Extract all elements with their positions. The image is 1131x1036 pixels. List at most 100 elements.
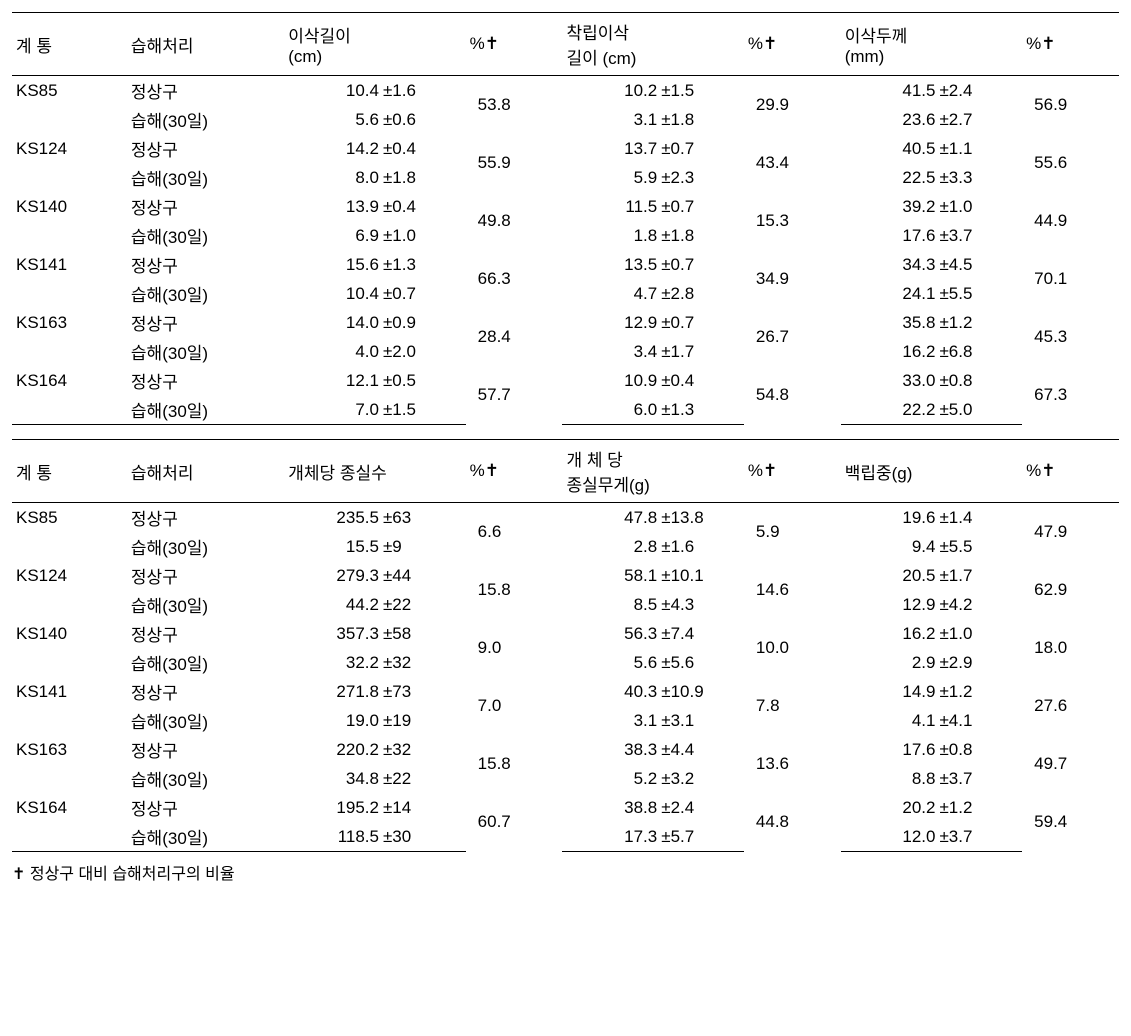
percent-cell: 7.0 xyxy=(466,677,563,735)
value-cell: 271.8 xyxy=(284,677,381,706)
error-cell: ±1.5 xyxy=(659,76,744,106)
percent-cell: 67.3 xyxy=(1022,366,1119,425)
value-cell: 40.3 xyxy=(562,677,659,706)
value-cell: 12.9 xyxy=(562,308,659,337)
treatment-cell: 정상구 xyxy=(127,793,284,822)
treatment-cell: 습해(30일) xyxy=(127,648,284,677)
error-cell: ±73 xyxy=(381,677,466,706)
value-cell: 10.4 xyxy=(284,76,381,106)
value-cell: 34.3 xyxy=(841,250,938,279)
error-cell: ±2.3 xyxy=(659,163,744,192)
col-header-strain: 계 통 xyxy=(12,440,127,503)
error-cell: ±1.0 xyxy=(937,192,1022,221)
col-header-p2: %✝ xyxy=(744,13,841,76)
percent-cell: 6.6 xyxy=(466,503,563,562)
percent-cell: 27.6 xyxy=(1022,677,1119,735)
treatment-cell: 정상구 xyxy=(127,250,284,279)
error-cell: ±0.9 xyxy=(381,308,466,337)
percent-cell: 57.7 xyxy=(466,366,563,425)
data-table-2: 계 통습해처리개체당 종실수%✝개 체 당 종실무게(g)%✝백립중(g)%✝K… xyxy=(12,439,1119,852)
error-cell: ±1.6 xyxy=(381,76,466,106)
error-cell: ±1.8 xyxy=(659,105,744,134)
value-cell: 4.0 xyxy=(284,337,381,366)
treatment-cell: 습해(30일) xyxy=(127,163,284,192)
error-cell: ±1.0 xyxy=(937,619,1022,648)
percent-cell: 62.9 xyxy=(1022,561,1119,619)
value-cell: 14.2 xyxy=(284,134,381,163)
value-cell: 12.1 xyxy=(284,366,381,395)
percent-cell: 54.8 xyxy=(744,366,841,425)
percent-cell: 29.9 xyxy=(744,76,841,135)
treatment-cell: 정상구 xyxy=(127,619,284,648)
value-cell: 4.7 xyxy=(562,279,659,308)
percent-cell: 14.6 xyxy=(744,561,841,619)
treatment-cell: 습해(30일) xyxy=(127,279,284,308)
error-cell: ±1.3 xyxy=(381,250,466,279)
value-cell: 33.0 xyxy=(841,366,938,395)
error-cell: ±9 xyxy=(381,532,466,561)
percent-cell: 13.6 xyxy=(744,735,841,793)
value-cell: 5.9 xyxy=(562,163,659,192)
error-cell: ±44 xyxy=(381,561,466,590)
value-cell: 10.2 xyxy=(562,76,659,106)
strain-cell: KS164 xyxy=(12,366,127,395)
percent-cell: 56.9 xyxy=(1022,76,1119,135)
value-cell: 44.2 xyxy=(284,590,381,619)
value-cell: 16.2 xyxy=(841,619,938,648)
percent-cell: 10.0 xyxy=(744,619,841,677)
strain-cell: KS164 xyxy=(12,793,127,822)
percent-cell: 49.7 xyxy=(1022,735,1119,793)
error-cell: ±1.2 xyxy=(937,308,1022,337)
value-cell: 34.8 xyxy=(284,764,381,793)
treatment-cell: 정상구 xyxy=(127,561,284,590)
col-header-p2: %✝ xyxy=(744,440,841,503)
value-cell: 7.0 xyxy=(284,395,381,425)
percent-cell: 45.3 xyxy=(1022,308,1119,366)
error-cell: ±5.5 xyxy=(937,279,1022,308)
value-cell: 20.2 xyxy=(841,793,938,822)
percent-cell: 70.1 xyxy=(1022,250,1119,308)
error-cell: ±3.7 xyxy=(937,822,1022,852)
error-cell: ±3.7 xyxy=(937,764,1022,793)
value-cell: 22.5 xyxy=(841,163,938,192)
percent-cell: 55.9 xyxy=(466,134,563,192)
error-cell: ±1.7 xyxy=(659,337,744,366)
error-cell: ±4.3 xyxy=(659,590,744,619)
value-cell: 10.4 xyxy=(284,279,381,308)
value-cell: 8.0 xyxy=(284,163,381,192)
value-cell: 235.5 xyxy=(284,503,381,533)
data-table-1: 계 통습해처리이삭길이 (cm)%✝착립이삭 길이 (cm)%✝이삭두께 (mm… xyxy=(12,12,1119,425)
treatment-cell: 정상구 xyxy=(127,735,284,764)
percent-cell: 15.8 xyxy=(466,735,563,793)
value-cell: 220.2 xyxy=(284,735,381,764)
treatment-cell: 습해(30일) xyxy=(127,822,284,852)
error-cell: ±0.8 xyxy=(937,366,1022,395)
value-cell: 20.5 xyxy=(841,561,938,590)
percent-cell: 44.8 xyxy=(744,793,841,852)
value-cell: 12.9 xyxy=(841,590,938,619)
value-cell: 14.0 xyxy=(284,308,381,337)
strain-cell: KS141 xyxy=(12,250,127,279)
strain-cell: KS124 xyxy=(12,561,127,590)
value-cell: 17.6 xyxy=(841,735,938,764)
col-header-m2: 착립이삭 길이 (cm) xyxy=(562,13,743,76)
error-cell: ±32 xyxy=(381,648,466,677)
percent-cell: 18.0 xyxy=(1022,619,1119,677)
col-header-p1: %✝ xyxy=(466,13,563,76)
value-cell: 5.6 xyxy=(562,648,659,677)
treatment-cell: 습해(30일) xyxy=(127,706,284,735)
error-cell: ±14 xyxy=(381,793,466,822)
value-cell: 32.2 xyxy=(284,648,381,677)
strain-cell xyxy=(12,648,127,677)
value-cell: 8.8 xyxy=(841,764,938,793)
error-cell: ±0.7 xyxy=(659,192,744,221)
treatment-cell: 정상구 xyxy=(127,677,284,706)
error-cell: ±2.4 xyxy=(659,793,744,822)
error-cell: ±10.1 xyxy=(659,561,744,590)
error-cell: ±1.6 xyxy=(659,532,744,561)
value-cell: 6.9 xyxy=(284,221,381,250)
value-cell: 47.8 xyxy=(562,503,659,533)
error-cell: ±2.7 xyxy=(937,105,1022,134)
value-cell: 3.1 xyxy=(562,105,659,134)
treatment-cell: 정상구 xyxy=(127,134,284,163)
